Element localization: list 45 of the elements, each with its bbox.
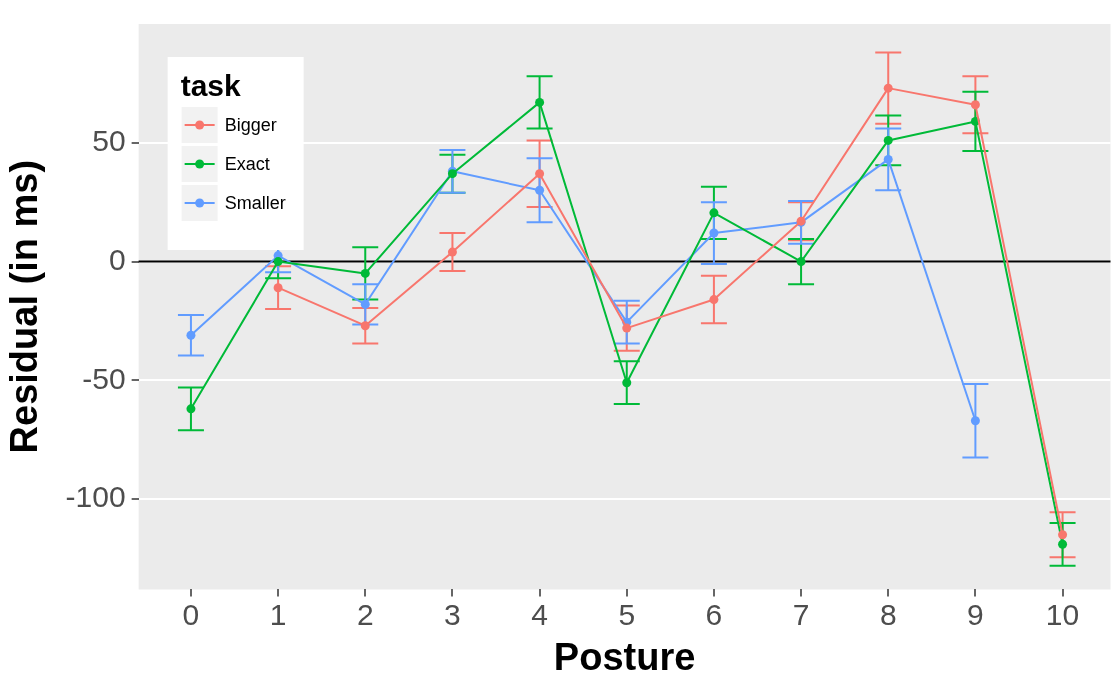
point bbox=[1058, 539, 1068, 549]
point bbox=[796, 257, 806, 267]
x-tick-label: 1 bbox=[269, 597, 287, 631]
point bbox=[273, 257, 283, 267]
x-tick-label: 6 bbox=[705, 597, 723, 631]
y-axis-title: Residual (in ms) bbox=[3, 159, 46, 454]
point bbox=[535, 185, 545, 195]
point bbox=[970, 100, 980, 110]
x-tick-label: 8 bbox=[879, 597, 897, 631]
y-tick-label: 50 bbox=[92, 124, 126, 158]
point bbox=[883, 135, 893, 145]
x-tick-label: 3 bbox=[444, 597, 461, 631]
y-tick-label: -100 bbox=[65, 480, 126, 514]
x-tick-label: 0 bbox=[182, 597, 200, 631]
point bbox=[186, 330, 196, 340]
point bbox=[535, 97, 545, 107]
point bbox=[709, 295, 719, 305]
legend-title: task bbox=[180, 69, 241, 103]
point bbox=[186, 404, 196, 414]
y-tick-label: -50 bbox=[82, 361, 126, 395]
point bbox=[1058, 530, 1068, 540]
x-tick-label: 9 bbox=[967, 597, 984, 631]
x-tick-label: 5 bbox=[618, 597, 636, 631]
x-tick-label: 7 bbox=[792, 597, 810, 631]
legend-label: Bigger bbox=[224, 114, 277, 135]
point bbox=[622, 378, 632, 388]
y-tick-label: 0 bbox=[108, 242, 126, 276]
x-axis-title: Posture bbox=[553, 635, 696, 678]
point bbox=[709, 208, 719, 218]
x-tick-label: 2 bbox=[356, 597, 374, 631]
point bbox=[709, 228, 719, 238]
point bbox=[273, 283, 283, 293]
point bbox=[622, 323, 632, 333]
point bbox=[883, 154, 893, 164]
point bbox=[447, 247, 457, 257]
point bbox=[360, 268, 370, 278]
x-tick-label: 10 bbox=[1045, 597, 1080, 631]
point bbox=[360, 299, 370, 309]
point bbox=[535, 169, 545, 179]
x-tick-label: 4 bbox=[531, 597, 548, 631]
point bbox=[360, 321, 370, 331]
legend-label: Exact bbox=[224, 153, 270, 174]
point bbox=[883, 83, 893, 93]
legend-label: Smaller bbox=[224, 192, 286, 213]
point bbox=[970, 416, 980, 426]
